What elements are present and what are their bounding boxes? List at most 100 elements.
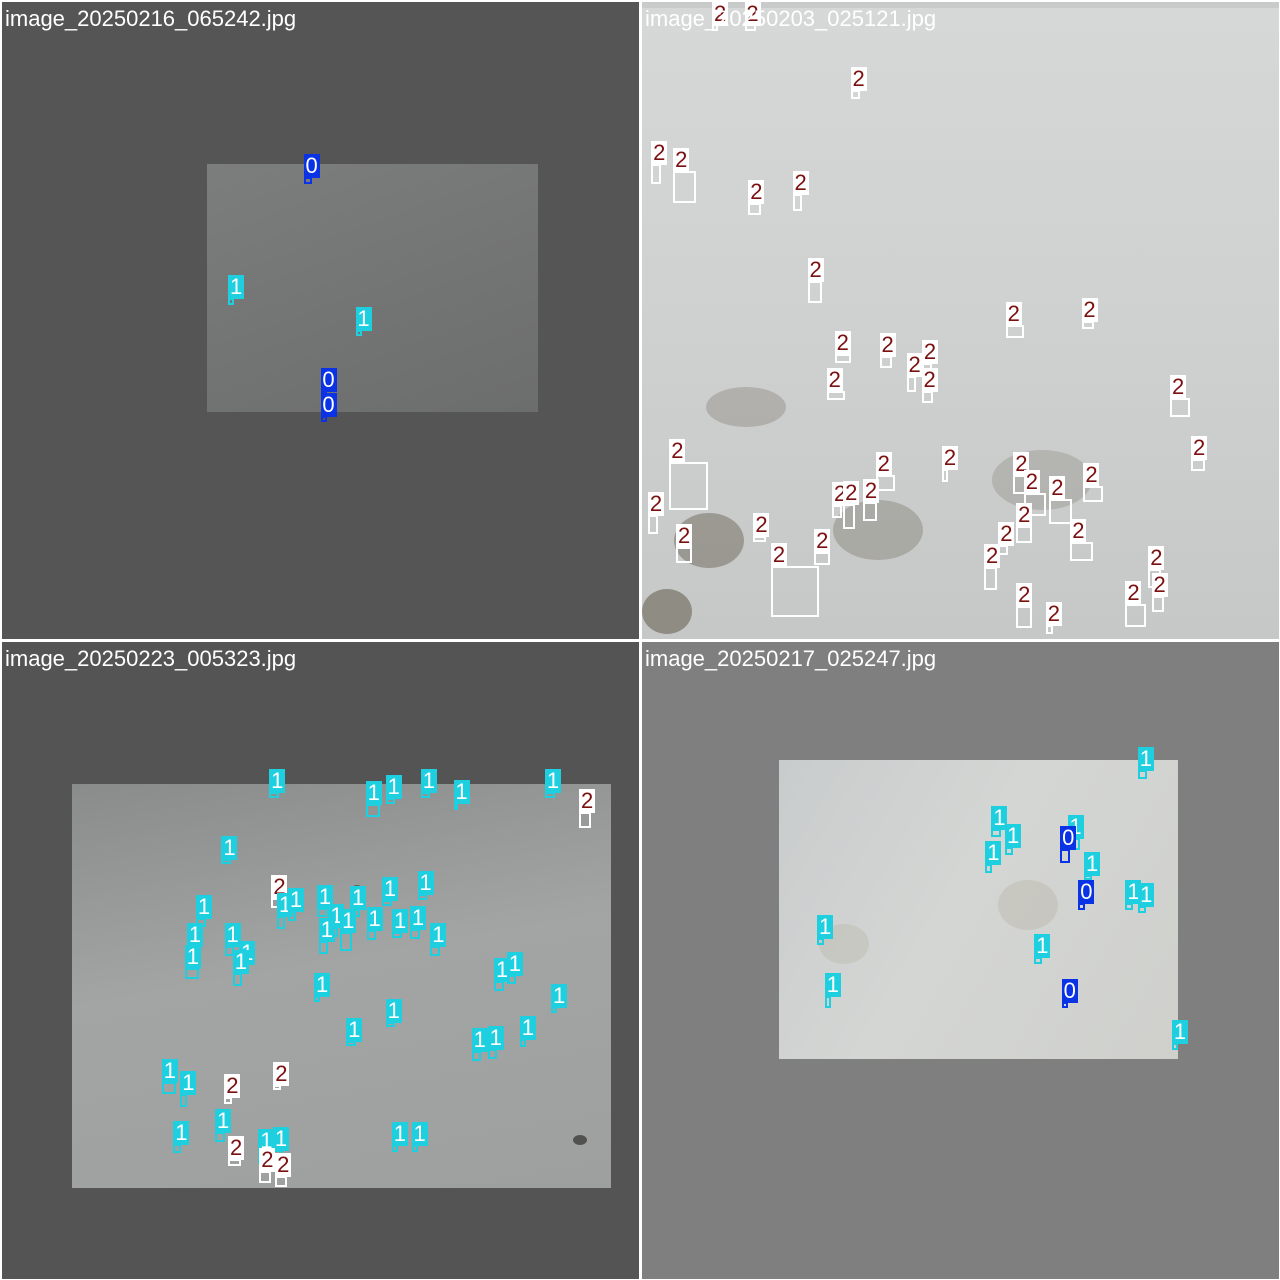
detection-layer: 111011101111011 [642, 642, 1279, 1279]
detection-box-class-0 [1061, 1001, 1069, 1009]
detection-box-class-2 [921, 390, 934, 404]
tile-filename: image_20250203_025121.jpg [645, 6, 937, 31]
detection-box-class-1 [385, 798, 396, 805]
detection-label-class-1: 1 [817, 913, 834, 939]
detection-box-class-2 [753, 535, 767, 543]
detection-box-class-0 [1078, 903, 1085, 910]
detection-label-class-2: 2 [228, 1135, 245, 1161]
detection-box-class-1 [1005, 847, 1013, 855]
detection-box-class-1 [314, 995, 321, 1002]
detection-box-class-1 [487, 1049, 498, 1059]
detection-box-class-1 [288, 911, 296, 921]
detection-box-class-1 [346, 1040, 356, 1046]
detection-box-class-2 [814, 552, 831, 566]
detection-box-class-1 [1084, 875, 1092, 881]
detection-label-class-1: 1 [366, 906, 383, 932]
mosaic-tile-3: 1111112121111111111111111111111111111112… [2, 642, 639, 1279]
detection-box-class-1 [385, 1021, 396, 1027]
detection-label-class-1: 1 [228, 274, 245, 300]
detection-label-class-2: 2 [748, 178, 765, 204]
detection-box-class-2 [648, 514, 658, 534]
detection-label-class-2: 2 [1045, 600, 1062, 626]
detection-label-class-2: 2 [1148, 544, 1165, 570]
detection-label-class-2: 2 [906, 352, 923, 378]
detection-label-class-2: 2 [792, 170, 809, 196]
detection-label-class-2: 2 [1125, 579, 1142, 605]
detection-box-class-2 [224, 1096, 232, 1105]
detection-box-class-1 [365, 804, 380, 818]
detection-box-class-1 [494, 981, 504, 991]
detection-label-class-1: 1 [1138, 881, 1155, 907]
detection-box-class-2 [1081, 320, 1095, 330]
detection-box-class-1 [221, 859, 231, 865]
detection-label-class-1: 1 [232, 949, 249, 975]
detection-box-class-2 [1016, 526, 1033, 543]
detection-box-class-2 [1151, 596, 1165, 612]
detection-box-class-2 [879, 355, 893, 369]
detection-box-class-1 [551, 1007, 558, 1014]
detection-box-class-2 [1170, 398, 1191, 418]
detection-label-class-1: 1 [551, 983, 568, 1008]
detection-box-class-1 [269, 791, 279, 799]
detection-label-class-1: 1 [1171, 1019, 1188, 1045]
detection-label-class-1: 1 [318, 917, 335, 943]
detection-label-class-2: 2 [814, 528, 831, 554]
debris-spot [992, 449, 1093, 510]
detection-label-class-2: 2 [1023, 469, 1040, 495]
detection-label-class-2: 2 [259, 1147, 276, 1173]
detection-label-class-1: 1 [430, 922, 447, 948]
detection-box-class-2 [850, 89, 861, 100]
detection-label-class-1: 1 [1137, 745, 1154, 771]
detection-box-class-1 [366, 930, 377, 940]
tile-photo [779, 760, 1178, 1059]
detection-box-class-2 [259, 1171, 271, 1183]
detection-box-class-2 [770, 565, 819, 617]
detection-label-class-1: 1 [316, 883, 333, 909]
detection-box-class-2 [669, 462, 708, 510]
detection-box-class-1 [232, 973, 243, 986]
detection-label-class-2: 2 [879, 331, 896, 357]
detection-label-class-2: 2 [826, 366, 843, 392]
detection-label-class-2: 2 [875, 450, 892, 476]
detection-label-class-1: 1 [288, 887, 304, 913]
detection-box-class-1 [180, 1094, 187, 1107]
detection-box-class-1 [381, 899, 392, 907]
detection-box-class-2 [1083, 486, 1103, 503]
detection-label-class-2: 2 [1016, 502, 1033, 528]
detection-box-class-1 [420, 791, 431, 799]
detection-box-class-1 [318, 941, 329, 955]
detection-label-class-1: 1 [258, 1127, 275, 1153]
detection-label-class-1: 1 [391, 1121, 408, 1147]
tile-filename: image_20250223_005323.jpg [5, 646, 297, 671]
detection-label-class-1: 1 [409, 904, 426, 930]
detection-box-class-2 [942, 468, 949, 482]
detection-label-class-1: 1 [180, 1070, 197, 1096]
debris-spot [833, 500, 924, 561]
tile-filename: image_20250217_025247.jpg [645, 646, 937, 671]
detection-label-class-2: 2 [651, 140, 668, 166]
detection-label-class-0: 0 [303, 152, 320, 178]
detection-label-class-2: 2 [1049, 474, 1066, 500]
detection-label-class-2: 2 [863, 478, 880, 504]
detection-box-class-1 [545, 791, 555, 799]
detection-label-class-1: 1 [269, 767, 286, 793]
detection-box-class-2 [748, 202, 762, 216]
detection-label-class-1: 1 [1005, 823, 1022, 849]
detection-label-class-2: 2 [1151, 572, 1168, 597]
detection-box-class-1 [1137, 769, 1148, 780]
detection-label-class-2: 2 [1016, 581, 1033, 607]
detection-box-class-1 [173, 1143, 181, 1154]
detection-box-class-1 [228, 298, 235, 305]
detection-box-class-0 [1060, 849, 1070, 864]
detection-box-class-1 [985, 864, 992, 874]
detection-label-class-1: 1 [350, 884, 367, 910]
detection-label-class-1: 1 [385, 774, 402, 800]
detection-label-class-2: 2 [1013, 450, 1030, 476]
detection-box-class-1 [411, 1145, 418, 1152]
detection-label-class-2: 2 [648, 490, 665, 516]
detection-label-class-2: 2 [1191, 434, 1208, 460]
detection-label-class-1: 1 [519, 1015, 536, 1041]
